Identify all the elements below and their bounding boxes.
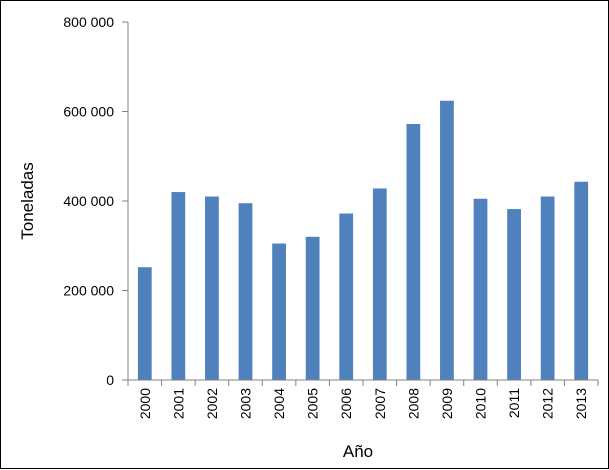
bar-2006 (339, 213, 354, 380)
y-axis-title: Toneladas (18, 162, 37, 240)
x-tick-label: 2010 (473, 388, 489, 419)
x-tick-label: 2012 (540, 388, 556, 419)
y-tick-label: 400 000 (63, 193, 114, 209)
bar-2009 (440, 100, 454, 380)
x-tick-label: 2013 (573, 388, 589, 419)
bar-2004 (272, 243, 286, 380)
y-tick-label: 800 000 (63, 14, 114, 30)
bar-2012 (540, 196, 555, 380)
bar-2005 (305, 236, 320, 380)
y-tick-label: 600 000 (63, 104, 114, 120)
bar-2001 (171, 192, 186, 380)
x-axis-ticks: 2000 2001 2002 2003 2004 2005 2006 2007 2008 2009… (127, 380, 599, 419)
bar-2010 (473, 198, 488, 380)
bar-2007 (372, 188, 387, 380)
x-tick-label: 2007 (372, 388, 388, 419)
x-tick-label: 2003 (238, 388, 254, 419)
x-axis-title: Año (343, 442, 373, 461)
bar-2008 (406, 124, 421, 380)
y-tick-label: 0 (106, 372, 114, 388)
bar-2003 (238, 203, 253, 380)
y-tick-label: 200 000 (63, 283, 114, 299)
x-tick-label: 2004 (271, 388, 287, 419)
x-tick-label: 2001 (170, 388, 186, 419)
x-tick-label: 2011 (506, 388, 522, 418)
bar-2013 (574, 181, 589, 380)
x-tick-label: 2008 (405, 388, 421, 419)
bar-2000 (137, 267, 152, 380)
x-tick-label: 2009 (439, 388, 455, 419)
bar-2011 (507, 209, 521, 380)
bars-group (137, 100, 589, 380)
y-axis-ticks: 0 200 000 400 000 600 000 800 000 (63, 14, 128, 388)
bar-2002 (205, 196, 219, 380)
x-tick-label: 2006 (338, 388, 354, 419)
x-tick-label: 2002 (204, 388, 220, 419)
x-tick-label: 2000 (137, 388, 153, 419)
x-tick-label: 2005 (305, 388, 321, 419)
